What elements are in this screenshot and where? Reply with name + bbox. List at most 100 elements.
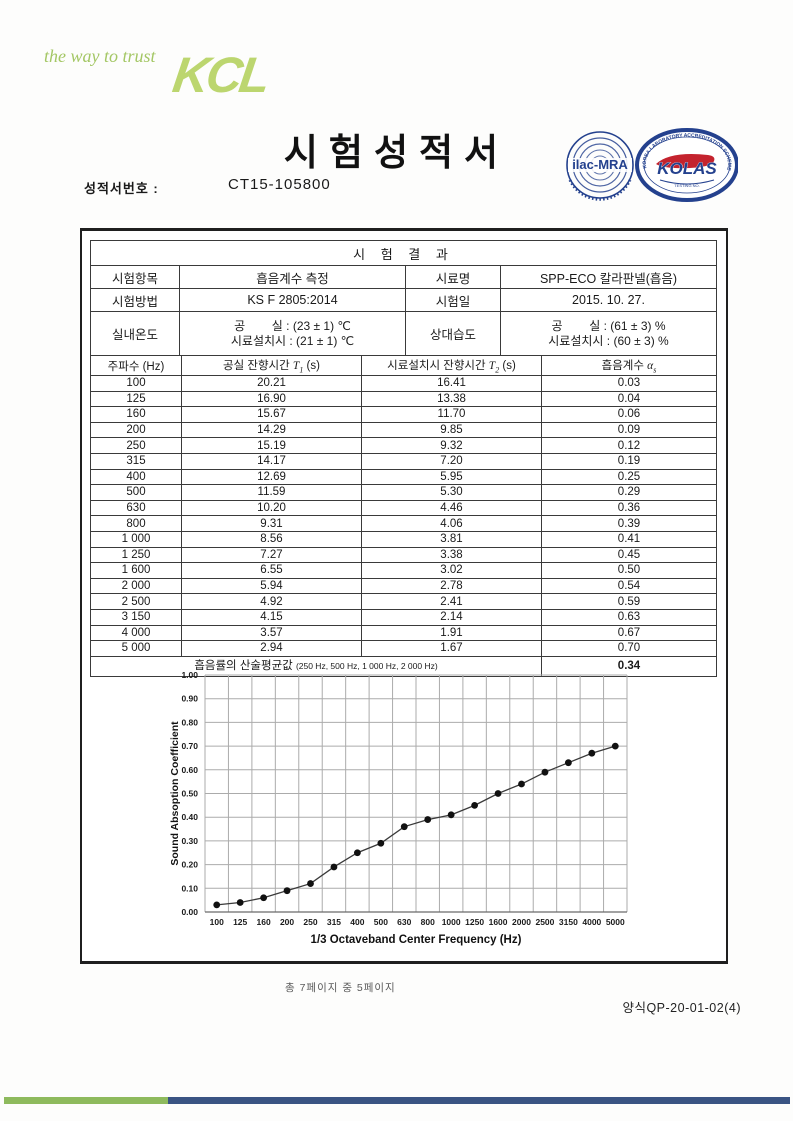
value-cell: 14.17 bbox=[181, 452, 362, 470]
measurement-row: 5 000 2.94 1.67 0.70 bbox=[90, 640, 717, 657]
measurement-row: 2 000 5.94 2.78 0.54 bbox=[90, 577, 717, 595]
data-point bbox=[494, 790, 502, 797]
value-cell: 2.14 bbox=[361, 608, 542, 626]
frequency-cell: 4 000 bbox=[90, 624, 182, 642]
value-cell: 1.91 bbox=[361, 624, 542, 642]
measurement-row: 630 10.20 4.46 0.36 bbox=[90, 499, 717, 517]
value-cell: 11.59 bbox=[181, 484, 362, 501]
y-tick-label: 0.80 bbox=[181, 717, 198, 727]
frequency-cell: 2 000 bbox=[90, 577, 182, 595]
page-count-text: 총 7페이지 중 5페이지 bbox=[285, 982, 396, 994]
data-point bbox=[518, 780, 525, 788]
data-point bbox=[260, 894, 268, 902]
measurement-row: 250 15.19 9.32 0.12 bbox=[90, 437, 717, 454]
value-cell: 9.32 bbox=[361, 437, 542, 454]
measurement-row: 400 12.69 5.95 0.25 bbox=[90, 468, 717, 486]
measurement-row: 500 11.59 5.30 0.29 bbox=[90, 484, 717, 501]
y-tick-label: 0.30 bbox=[181, 836, 198, 846]
results-tables: 시 험 결 과 시험항목 흡음계수 측정 시료명 SPP-ECO 칼라판넬(흡음… bbox=[90, 240, 717, 677]
series-line bbox=[216, 745, 616, 906]
data-point bbox=[471, 801, 479, 809]
value-cell: 0.09 bbox=[541, 421, 717, 439]
y-tick-label: 0.20 bbox=[181, 860, 198, 870]
info-label: 시험일 bbox=[405, 288, 501, 312]
y-tick-label: 1.00 bbox=[181, 670, 198, 680]
y-axis-title: Sound Absoption Coefficient bbox=[169, 721, 181, 866]
x-tick-label: 125 bbox=[233, 917, 247, 927]
info-value: 흡음계수 측정 bbox=[179, 265, 406, 289]
value-cell: 5.94 bbox=[181, 577, 362, 595]
x-tick-label: 1250 bbox=[465, 917, 484, 927]
data-point bbox=[541, 768, 549, 776]
value-cell: 3.57 bbox=[181, 624, 362, 642]
frequency-cell: 250 bbox=[90, 437, 182, 454]
frequency-cell: 160 bbox=[90, 406, 182, 423]
value-cell: 16.90 bbox=[181, 390, 362, 408]
value-cell: 1.67 bbox=[361, 640, 542, 657]
value-cell: 0.54 bbox=[541, 577, 717, 595]
value-cell: 12.69 bbox=[181, 468, 362, 486]
info-label: 실내온도 bbox=[90, 311, 180, 356]
value-cell: 16.41 bbox=[361, 375, 542, 392]
value-cell: 10.20 bbox=[181, 499, 362, 517]
frequency-cell: 2 500 bbox=[90, 593, 182, 610]
kcl-logo: the way to trust KCL bbox=[40, 28, 280, 104]
measurement-row: 3 150 4.15 2.14 0.63 bbox=[90, 608, 717, 626]
col-header-t2: 시료설치시 잔향시간 T2 (s) bbox=[361, 355, 542, 376]
report-number-value: CT15-105800 bbox=[228, 176, 331, 193]
value-cell: 5.30 bbox=[361, 484, 542, 501]
value-cell: 8.56 bbox=[181, 530, 362, 548]
x-tick-label: 250 bbox=[303, 917, 317, 927]
kolas-text: KOLAS bbox=[657, 159, 717, 178]
kolas-seal-icon: KOREA LABORATORY ACCREDITATION SCHEME KO… bbox=[635, 128, 739, 202]
measurement-row: 2 500 4.92 2.41 0.59 bbox=[90, 593, 717, 610]
frequency-cell: 125 bbox=[90, 390, 182, 408]
value-cell: 15.67 bbox=[181, 406, 362, 423]
x-axis-title: 1/3 Octaveband Center Frequency (Hz) bbox=[311, 934, 522, 946]
x-tick-label: 3150 bbox=[559, 917, 578, 927]
value-cell: 0.04 bbox=[541, 390, 717, 408]
value-cell: 0.12 bbox=[541, 437, 717, 454]
average-value: 0.34 bbox=[541, 655, 717, 677]
info-value: SPP-ECO 칼라판넬(흡음) bbox=[500, 265, 717, 289]
x-tick-label: 200 bbox=[280, 917, 294, 927]
col-header-t1: 공실 잔향시간 T1 (s) bbox=[181, 355, 362, 376]
kolas-small-text: TESTING NO. bbox=[674, 183, 700, 188]
frequency-cell: 1 600 bbox=[90, 562, 182, 579]
col-header-frequency: 주파수 (Hz) bbox=[90, 355, 182, 376]
x-tick-label: 2500 bbox=[535, 917, 554, 927]
value-cell: 0.63 bbox=[541, 608, 717, 626]
x-tick-label: 315 bbox=[327, 917, 341, 927]
value-cell: 7.20 bbox=[361, 452, 542, 470]
x-tick-label: 4000 bbox=[582, 917, 601, 927]
y-tick-label: 0.50 bbox=[181, 789, 198, 799]
measurement-row: 315 14.17 7.20 0.19 bbox=[90, 452, 717, 470]
value-cell: 0.39 bbox=[541, 515, 717, 532]
ilac-mra-seal-icon: ilac-MRA bbox=[566, 131, 634, 201]
value-cell: 9.85 bbox=[361, 421, 542, 439]
data-point bbox=[307, 880, 314, 887]
value-cell: 2.41 bbox=[361, 593, 542, 610]
data-point bbox=[424, 816, 432, 823]
value-cell: 0.50 bbox=[541, 562, 717, 579]
bottom-bar-green-segment bbox=[4, 1097, 168, 1104]
x-tick-label: 5000 bbox=[606, 917, 625, 927]
x-tick-label: 630 bbox=[397, 917, 411, 927]
measurement-row: 160 15.67 11.70 0.06 bbox=[90, 406, 717, 423]
test-info-table: 시 험 결 과 시험항목 흡음계수 측정 시료명 SPP-ECO 칼라판넬(흡음… bbox=[90, 240, 717, 356]
measurement-row: 1 000 8.56 3.81 0.41 bbox=[90, 530, 717, 548]
data-point bbox=[353, 849, 361, 857]
col-header-alpha: 흡음계수 αs bbox=[541, 355, 717, 376]
x-tick-label: 500 bbox=[374, 917, 388, 927]
data-point bbox=[330, 863, 338, 871]
frequency-cell: 1 000 bbox=[90, 530, 182, 548]
info-label: 시험항목 bbox=[90, 265, 180, 289]
y-tick-label: 0.90 bbox=[181, 694, 198, 704]
value-cell: 13.38 bbox=[361, 390, 542, 408]
frequency-cell: 3 150 bbox=[90, 608, 182, 626]
data-point bbox=[213, 901, 221, 909]
y-tick-label: 0.00 bbox=[181, 907, 198, 917]
kcl-logo-graphic: the way to trust KCL bbox=[44, 46, 271, 103]
measurement-row: 800 9.31 4.06 0.39 bbox=[90, 515, 717, 532]
